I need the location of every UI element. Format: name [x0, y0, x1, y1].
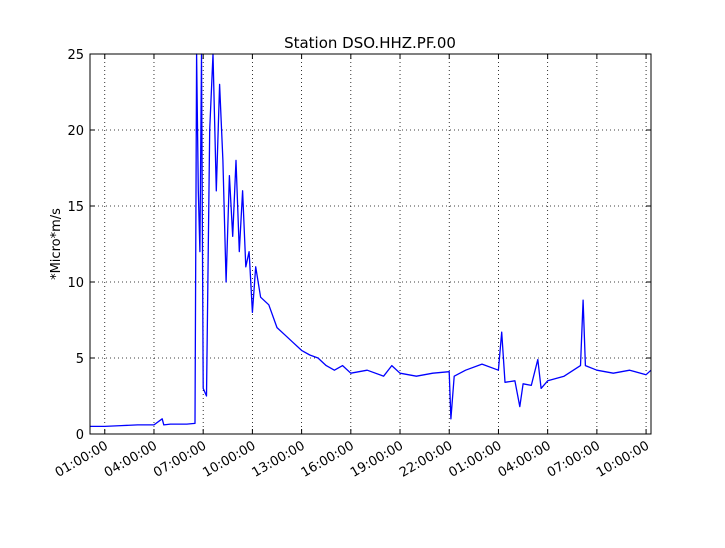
- data-line: [90, 53, 652, 428]
- y-axis-label: *Micro*m/s: [49, 208, 64, 280]
- chart-title: Station DSO.HHZ.PF.00: [284, 34, 456, 52]
- y-tick-label: 15: [67, 200, 84, 215]
- y-tick-label: 20: [67, 124, 84, 139]
- y-tick-label: 10: [67, 276, 84, 291]
- plot-frame: [89, 53, 652, 435]
- y-tick-label: 0: [76, 428, 84, 443]
- y-tick-label: 25: [67, 48, 84, 63]
- y-tick-label: 5: [76, 352, 84, 367]
